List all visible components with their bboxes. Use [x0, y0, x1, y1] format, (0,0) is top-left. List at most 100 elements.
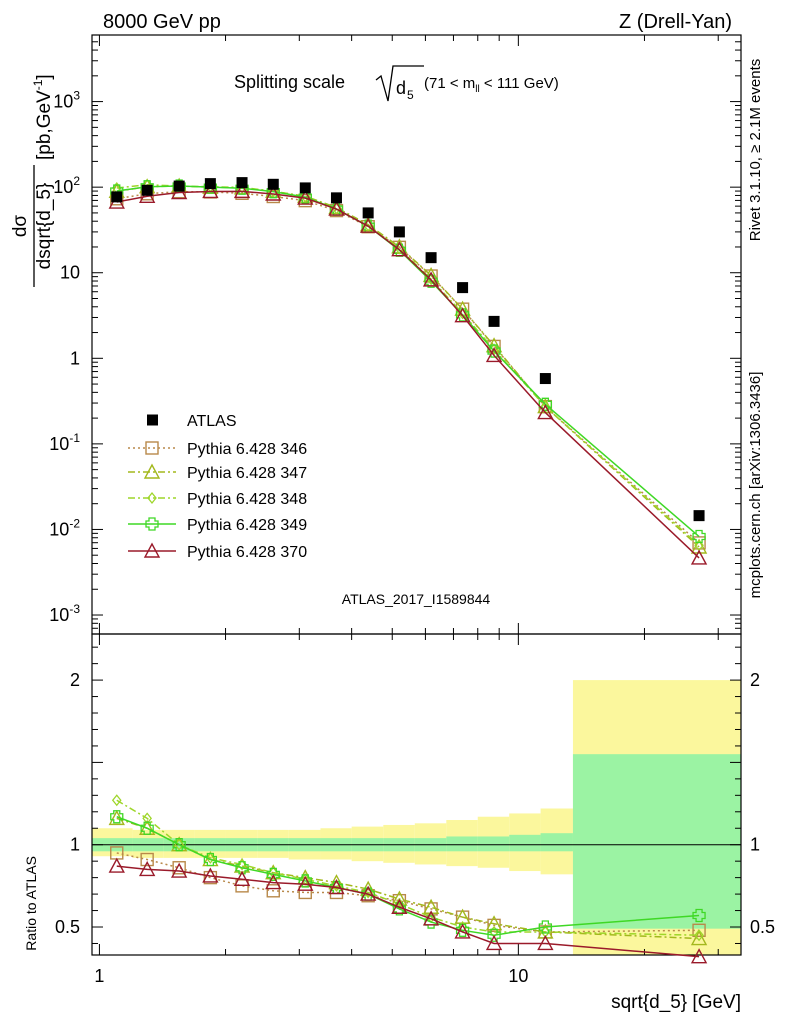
main-y-tick-mantissa: 10 [49, 519, 69, 539]
xlabel: sqrt{d_5} [GeV] [611, 992, 741, 1013]
ratio-y-tick-label-left: 1 [70, 835, 80, 855]
ylabel-ratio: Ratio to ATLAS [23, 856, 39, 951]
ratio-y-tick-label-right: 2 [750, 670, 760, 690]
marker-square [172, 861, 186, 875]
marker-cross [424, 915, 438, 929]
svg-text:Splitting scale: Splitting scale [234, 72, 345, 92]
data-point [173, 180, 185, 192]
marker-triangle [690, 549, 708, 565]
marker-triangle [690, 948, 708, 964]
legend-label-data: ATLAS [187, 413, 237, 430]
plot-title-cut-open: (71 < m [424, 75, 475, 92]
data-point [693, 510, 705, 522]
band-stat-15 [572, 754, 741, 929]
main-y-tick-label: 10 [60, 263, 80, 283]
marker-triangle [422, 898, 440, 914]
watermark: ATLAS_2017_I1589844 [342, 591, 491, 607]
mcplots-label: mcplots.cern.ch [arXiv:1306.3436] [747, 372, 764, 599]
marker-cross [692, 529, 706, 544]
marker-triangle [359, 217, 377, 233]
ratio-y-tick-label-left: 0.5 [55, 917, 80, 937]
marker-cross [172, 838, 186, 852]
marker-cross [298, 874, 312, 888]
marker-square [692, 536, 706, 550]
marker-triangle [422, 271, 440, 287]
ylabel-main-unit-sup: -1 [31, 79, 45, 90]
data-point [111, 191, 123, 203]
marker-cross [692, 908, 706, 923]
marker-square [692, 923, 706, 938]
plot-title-prefix: Splitting scale [234, 72, 345, 92]
marker-cross [145, 517, 159, 531]
ratio-line-series-2 [116, 799, 700, 936]
legend-label-4: Pythia 6.428 370 [187, 544, 307, 561]
marker-triangle [170, 862, 188, 878]
svg-text:[pb,GeV-1]: [pb,GeV-1] [31, 74, 55, 160]
ylabel-main-unit: [pb,GeV [34, 90, 55, 160]
marker-square [266, 884, 280, 898]
marker-triangle [537, 404, 554, 420]
main-y-tick-mantissa: 10 [49, 605, 69, 625]
marker-triangle [485, 346, 503, 363]
marker-triangle [391, 890, 408, 906]
marker-triangle [297, 189, 314, 205]
ratio-line-series-0 [116, 852, 700, 933]
main-line-series-4 [116, 190, 700, 559]
rivet-label: Rivet 3.1.10, ≥ 2.1M events [747, 59, 764, 242]
main-y-tick-label: 10-3 [49, 602, 80, 625]
main-line-series-0 [116, 190, 700, 544]
header-left: 8000 GeV pp [103, 11, 221, 33]
svg-text:5: 5 [407, 88, 414, 102]
marker-diamond [111, 794, 122, 807]
ratio-y-tick-label-left: 2 [70, 670, 80, 690]
marker-triangle [143, 463, 161, 479]
marker-triangle [485, 935, 503, 951]
marker-triangle [233, 870, 251, 886]
marker-triangle [454, 923, 471, 939]
band-stat-11 [446, 836, 478, 852]
main-y-tick-mantissa: 10 [53, 92, 73, 112]
marker-square [140, 852, 154, 867]
marker-triangle [328, 200, 345, 216]
svg-text:(71 < mll < 111 GeV): (71 < mll < 111 GeV) [424, 75, 559, 95]
main-y-tick-label: 10-2 [49, 516, 80, 539]
marker-triangle [202, 182, 219, 199]
data-point [457, 282, 469, 294]
main-y-tick-exponent: 2 [73, 174, 80, 188]
marker-cross [140, 821, 154, 835]
data-point [539, 373, 551, 385]
marker-square [487, 918, 501, 933]
main-series [108, 177, 708, 565]
marker-cross [455, 923, 470, 937]
legend-marker-data [147, 414, 158, 426]
marker-triangle [202, 867, 219, 883]
ratio-y-tick-label-right: 0.5 [750, 917, 775, 937]
ylabel-main: dσ dsqrt{d_5} [pb,GeV-1] [10, 74, 55, 287]
sqrt-symbol [375, 65, 424, 102]
main-y-tick-label: 10-1 [49, 431, 80, 454]
plot-title-radicand: d [396, 78, 406, 98]
marker-cross [235, 861, 249, 875]
marker-triangle [422, 910, 440, 926]
legend-label-2: Pythia 6.428 348 [187, 491, 307, 508]
marker-square [487, 339, 501, 354]
marker-diamond [142, 812, 152, 825]
legend-label-0: Pythia 6.428 346 [187, 441, 307, 458]
main-y-tick-exponent: 3 [73, 89, 80, 103]
data-point [330, 192, 342, 204]
ratio-line-series-4 [116, 865, 700, 958]
main-y-tick-mantissa: 1 [70, 348, 80, 368]
marker-triangle [297, 875, 314, 891]
ratio-frame [91, 633, 742, 956]
svg-text:d: d [396, 78, 406, 98]
data-point [267, 178, 279, 190]
marker-cross [538, 920, 553, 934]
marker-triangle [108, 857, 125, 873]
main-y-tick-exponent: -3 [69, 602, 80, 616]
legend: ATLAS Pythia 6.428 346 Pythia 6.428 347 Pyt… [128, 413, 307, 561]
x-tick-label: 1 [94, 966, 104, 986]
band-stat-14 [540, 833, 573, 852]
ratio-y-tick-label-right: 1 [750, 835, 760, 855]
marker-square [203, 870, 218, 885]
